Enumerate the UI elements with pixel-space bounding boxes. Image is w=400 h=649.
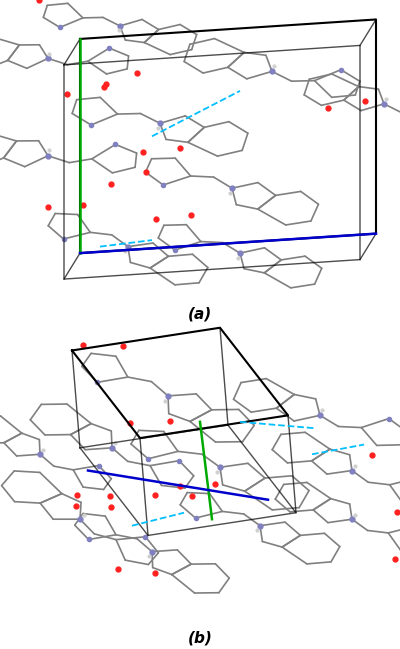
Text: (b): (b)	[188, 631, 212, 646]
Text: (a): (a)	[188, 306, 212, 321]
